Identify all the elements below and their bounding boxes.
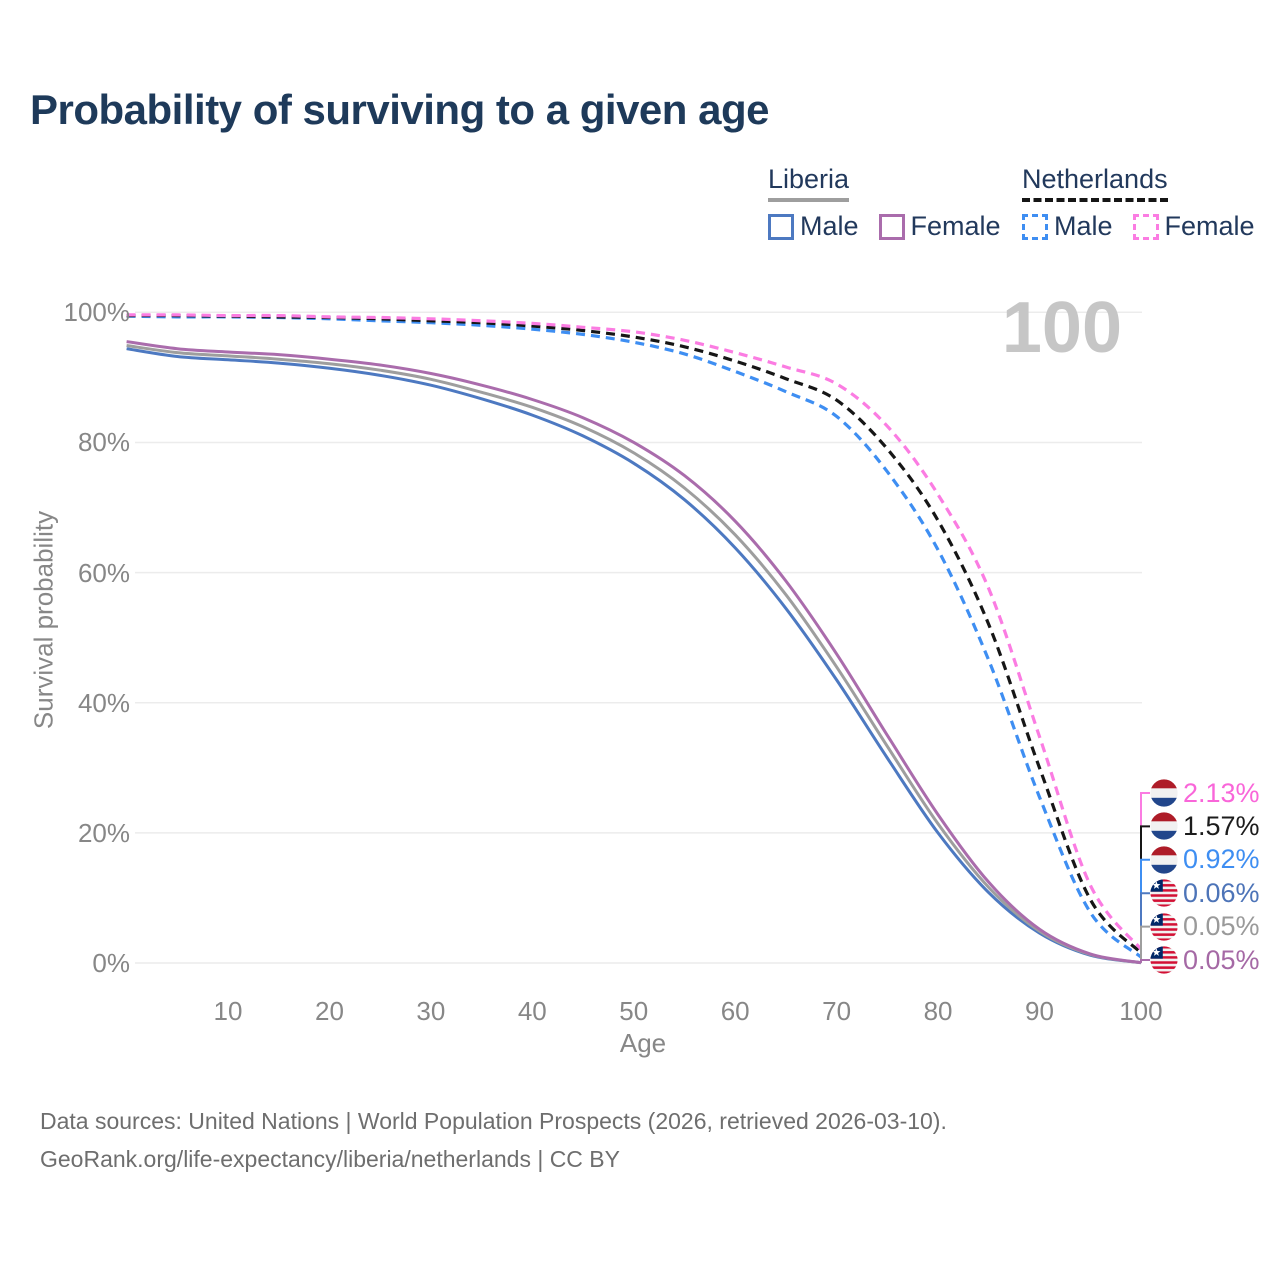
end-label-connector-liberia-female [1140, 959, 1150, 963]
end-value-label: 0.05% [1183, 944, 1260, 975]
series-line-netherlands-male [126, 314, 1142, 959]
end-label-netherlands-female: 2.13% [1150, 776, 1260, 810]
end-label-connector-liberia-both [1140, 925, 1150, 963]
legend-item-liberia-female[interactable]: Female [878, 211, 1001, 242]
x-tick-label: 10 [213, 996, 243, 1026]
y-tick-label: 60% [77, 557, 130, 588]
x-tick-label: 60 [720, 996, 750, 1026]
end-label-netherlands-male: 0.92% [1150, 843, 1260, 877]
series-line-liberia-both [126, 344, 1142, 965]
netherlands-flag-icon [1150, 812, 1178, 840]
x-axis-title: Age [619, 1028, 667, 1058]
x-tick-label: 100 [1119, 996, 1163, 1026]
end-label-liberia-female: 0.05% [1150, 943, 1260, 977]
hovered-age-indicator: 100 [1001, 288, 1122, 368]
footer-data-sources: Data sources: United Nations | World Pop… [40, 1108, 947, 1134]
x-tick-label: 90 [1025, 996, 1054, 1026]
netherlands-flag-icon [1150, 779, 1178, 807]
netherlands-flag-icon [1150, 846, 1178, 874]
legend-group-title-liberia[interactable]: Liberia [768, 164, 850, 202]
y-tick-label: 0% [92, 948, 130, 978]
end-label-liberia-both: 0.05% [1150, 910, 1260, 944]
end-value-label: 0.06% [1183, 877, 1260, 908]
legend-group-liberia: Liberia Male Female [768, 164, 1001, 242]
footer-attribution: GeoRank.org/life-expectancy/liberia/neth… [40, 1146, 620, 1172]
end-value-label: 2.13% [1183, 777, 1260, 808]
x-tick-label: 40 [517, 996, 547, 1026]
legend-item-netherlands-female[interactable]: Female [1132, 211, 1255, 242]
legend-item-label: Female [910, 211, 1001, 241]
legend-group-title-netherlands[interactable]: Netherlands [1022, 164, 1168, 202]
y-tick-label: 20% [77, 817, 130, 848]
legend-group-netherlands: Netherlands Male Female [1022, 164, 1255, 242]
liberia-flag-icon [1150, 946, 1178, 974]
x-tick-label: 50 [619, 996, 649, 1026]
liberia-flag-icon [1150, 879, 1178, 907]
series-line-liberia-male [126, 347, 1142, 965]
end-label-netherlands-both: 1.57% [1150, 809, 1260, 843]
end-value-label: 0.92% [1183, 844, 1260, 875]
page-title: Probability of surviving to a given age [30, 86, 769, 133]
legend-item-label: Male [1054, 211, 1113, 241]
legend-item-liberia-male[interactable]: Male [768, 211, 859, 242]
end-value-label: 1.57% [1183, 810, 1260, 841]
x-tick-label: 20 [314, 996, 344, 1026]
series-line-netherlands-both [126, 313, 1143, 954]
y-tick-label: 80% [77, 427, 130, 458]
end-label-connector-liberia-male [1140, 892, 1150, 963]
netherlands-male-swatch [1022, 213, 1048, 240]
end-value-label: 0.05% [1183, 911, 1260, 942]
netherlands-female-swatch [1132, 213, 1159, 240]
end-label-connector-netherlands-both [1140, 825, 1150, 953]
y-tick-label: 100% [63, 297, 131, 328]
legend-item-netherlands-male[interactable]: Male [1022, 211, 1113, 242]
legend-items-netherlands: Male Female [1022, 211, 1255, 242]
series-line-liberia-female [126, 340, 1142, 965]
y-axis-title: Survival probability [28, 510, 59, 730]
end-label-liberia-male: 0.06% [1150, 876, 1260, 910]
end-label-connector-netherlands-male [1140, 858, 1150, 957]
liberia-female-swatch [878, 213, 905, 240]
x-tick-label: 80 [923, 996, 953, 1026]
legend-items-liberia: Male Female [768, 211, 1001, 242]
liberia-male-swatch [768, 213, 794, 240]
x-tick-label: 30 [416, 996, 446, 1026]
x-tick-label: 70 [822, 996, 852, 1026]
legend-item-label: Female [1164, 211, 1255, 241]
y-tick-label: 40% [77, 687, 130, 718]
series-line-netherlands-female [126, 313, 1143, 951]
liberia-flag-icon [1150, 912, 1178, 941]
legend-item-label: Male [800, 211, 859, 241]
